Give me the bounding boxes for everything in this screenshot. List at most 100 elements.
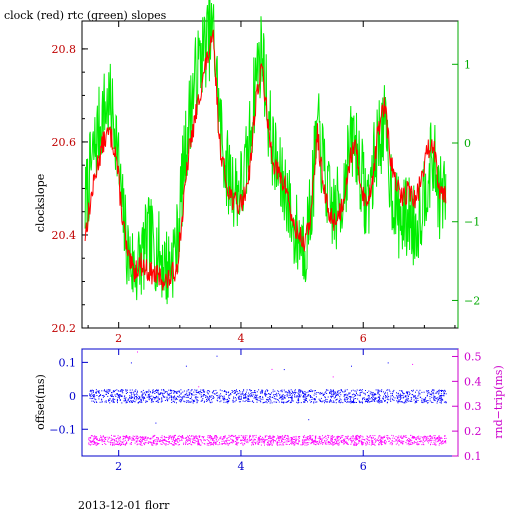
rndtrip-point [295, 436, 297, 438]
offset-point [386, 389, 388, 391]
offset-point [181, 399, 183, 401]
rndtrip-point [426, 439, 428, 441]
rndtrip-point [99, 438, 101, 440]
offset-point [431, 396, 433, 398]
rndtrip-point [247, 440, 249, 442]
offset-point [411, 394, 413, 396]
offset-point [166, 399, 168, 401]
offset-point [291, 397, 293, 399]
offset-point [343, 395, 345, 397]
offset-point [394, 397, 396, 399]
offset-point [223, 398, 225, 400]
rndtrip-point [328, 436, 329, 438]
offset-point [264, 394, 266, 396]
rndtrip-point [400, 435, 402, 437]
rndtrip-point [161, 440, 163, 442]
offset-point [381, 401, 383, 403]
offset-point [334, 393, 335, 395]
rndtrip-point [337, 442, 339, 444]
rndtrip-point [88, 438, 90, 440]
rndtrip-point [97, 439, 98, 441]
offset-point [330, 400, 332, 402]
offset-point [156, 400, 158, 402]
rndtrip-point [304, 442, 306, 444]
offset-point [423, 399, 425, 401]
offset-point [157, 392, 159, 394]
offset-point [119, 400, 121, 401]
offset-point [97, 391, 99, 393]
offset-point [105, 401, 107, 403]
rndtrip-point [281, 438, 283, 439]
rndtrip-point [267, 442, 268, 444]
rndtrip-point [93, 438, 95, 439]
offset-point [142, 389, 144, 391]
rndtrip-point [344, 438, 346, 440]
rndtrip-point [181, 440, 183, 441]
rndtrip-point [107, 440, 108, 442]
offset-point [315, 393, 317, 395]
rndtrip-point [103, 441, 105, 443]
offset-point [405, 391, 407, 393]
rndtrip-right-tick-label: 0.4 [464, 375, 482, 388]
offset-point [332, 390, 334, 392]
offset-point [385, 395, 387, 397]
rndtrip-point [166, 437, 168, 438]
offset-point [91, 389, 93, 391]
rndtrip-point [299, 436, 301, 438]
offset-point-outlier [216, 355, 218, 357]
offset-point [117, 394, 119, 396]
rndtrip-point [339, 436, 341, 438]
offset-point [369, 393, 371, 395]
offset-left-tick-label: 0.1 [59, 356, 77, 369]
offset-point [345, 393, 347, 395]
offset-point [194, 396, 196, 398]
rndtrip-point [384, 442, 385, 444]
offset-point [421, 391, 423, 393]
offset-point [344, 389, 346, 391]
rndtrip-point [308, 436, 310, 437]
rndtrip-point [117, 443, 119, 445]
offset-point [144, 392, 145, 394]
rndtrip-point [242, 437, 244, 439]
rndtrip-point [153, 441, 155, 443]
rndtrip-point [412, 442, 413, 444]
rndtrip-point [303, 442, 305, 444]
rndtrip-right-tick-label: 0.5 [464, 350, 482, 363]
offset-point [201, 400, 203, 402]
offset-point [296, 401, 298, 403]
rndtrip-point [206, 439, 208, 440]
offset-point [334, 392, 336, 394]
rndtrip-point [279, 438, 281, 440]
rndtrip-point [390, 438, 391, 440]
offset-point [343, 394, 345, 396]
offset-point [366, 392, 368, 393]
offset-point [304, 395, 306, 397]
rndtrip-point [419, 441, 421, 442]
rndtrip-point [140, 436, 142, 438]
rndtrip-point [134, 442, 136, 444]
rndtrip-point [126, 435, 128, 437]
rndtrip-point [250, 439, 252, 441]
rndtrip-point [270, 440, 271, 442]
offset-point [112, 401, 114, 403]
rndtrip-point [438, 435, 440, 437]
offset-point [239, 391, 241, 393]
offset-point [159, 393, 161, 395]
offset-point [440, 396, 442, 398]
footer-date-host: 2013-12-01 florr [78, 499, 170, 512]
rndtrip-point [193, 442, 195, 444]
rndtrip-point [277, 444, 279, 446]
offset-point [392, 391, 394, 393]
offset-point [231, 390, 233, 391]
offset-point [315, 390, 316, 392]
rndtrip-point [216, 435, 217, 437]
offset-point [144, 398, 146, 399]
rndtrip-point [294, 438, 296, 440]
clock-series-line [84, 29, 447, 291]
offset-point [173, 392, 175, 394]
offset-point [340, 389, 342, 391]
offset-point [294, 392, 296, 394]
offset-point [313, 390, 315, 392]
rndtrip-point [296, 442, 298, 444]
rndtrip-point [156, 439, 158, 441]
